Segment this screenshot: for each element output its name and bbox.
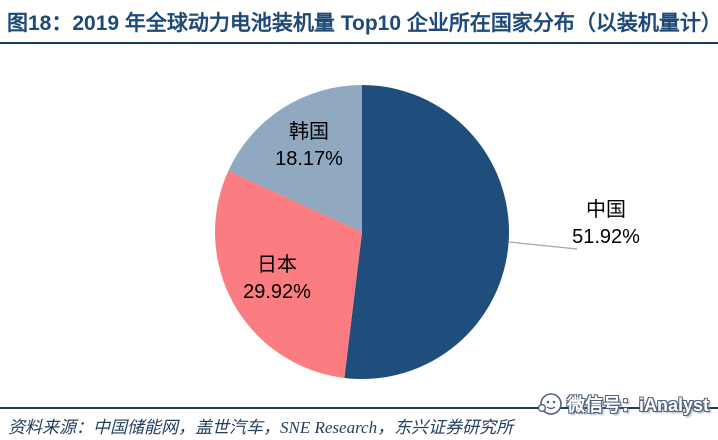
slice-pct-japan: 29.92% (243, 281, 311, 303)
slice-label-japan: 日本 29.92% (202, 252, 352, 306)
pie-slice-japan (215, 170, 362, 378)
slice-name-china: 中国 (586, 199, 626, 221)
figure-title: 图18：2019 年全球动力电池装机量 Top10 企业所在国家分布（以装机量计… (7, 12, 718, 35)
slice-name-korea: 韩国 (289, 121, 329, 143)
slice-label-korea: 韩国 18.17% (234, 119, 384, 173)
title-divider (0, 42, 718, 44)
pie-slice-china (344, 85, 509, 380)
wechat-watermark: 微信号：iAnalyst (537, 391, 709, 417)
slice-pct-korea: 18.17% (275, 148, 343, 170)
pie-slice-korea (228, 85, 362, 232)
watermark-text: 微信号：iAnalyst (567, 395, 710, 415)
wechat-icon (537, 393, 562, 415)
footer-divider (0, 407, 718, 409)
slice-name-japan: 日本 (257, 254, 297, 276)
slice-pct-china: 51.92% (572, 226, 640, 248)
leader-line-china (508, 241, 578, 250)
source-note: 资料来源：中国储能网，盖世汽车，SNE Research，东兴证券研究所 (8, 418, 514, 437)
slice-label-china: 中国 51.92% (531, 197, 681, 251)
